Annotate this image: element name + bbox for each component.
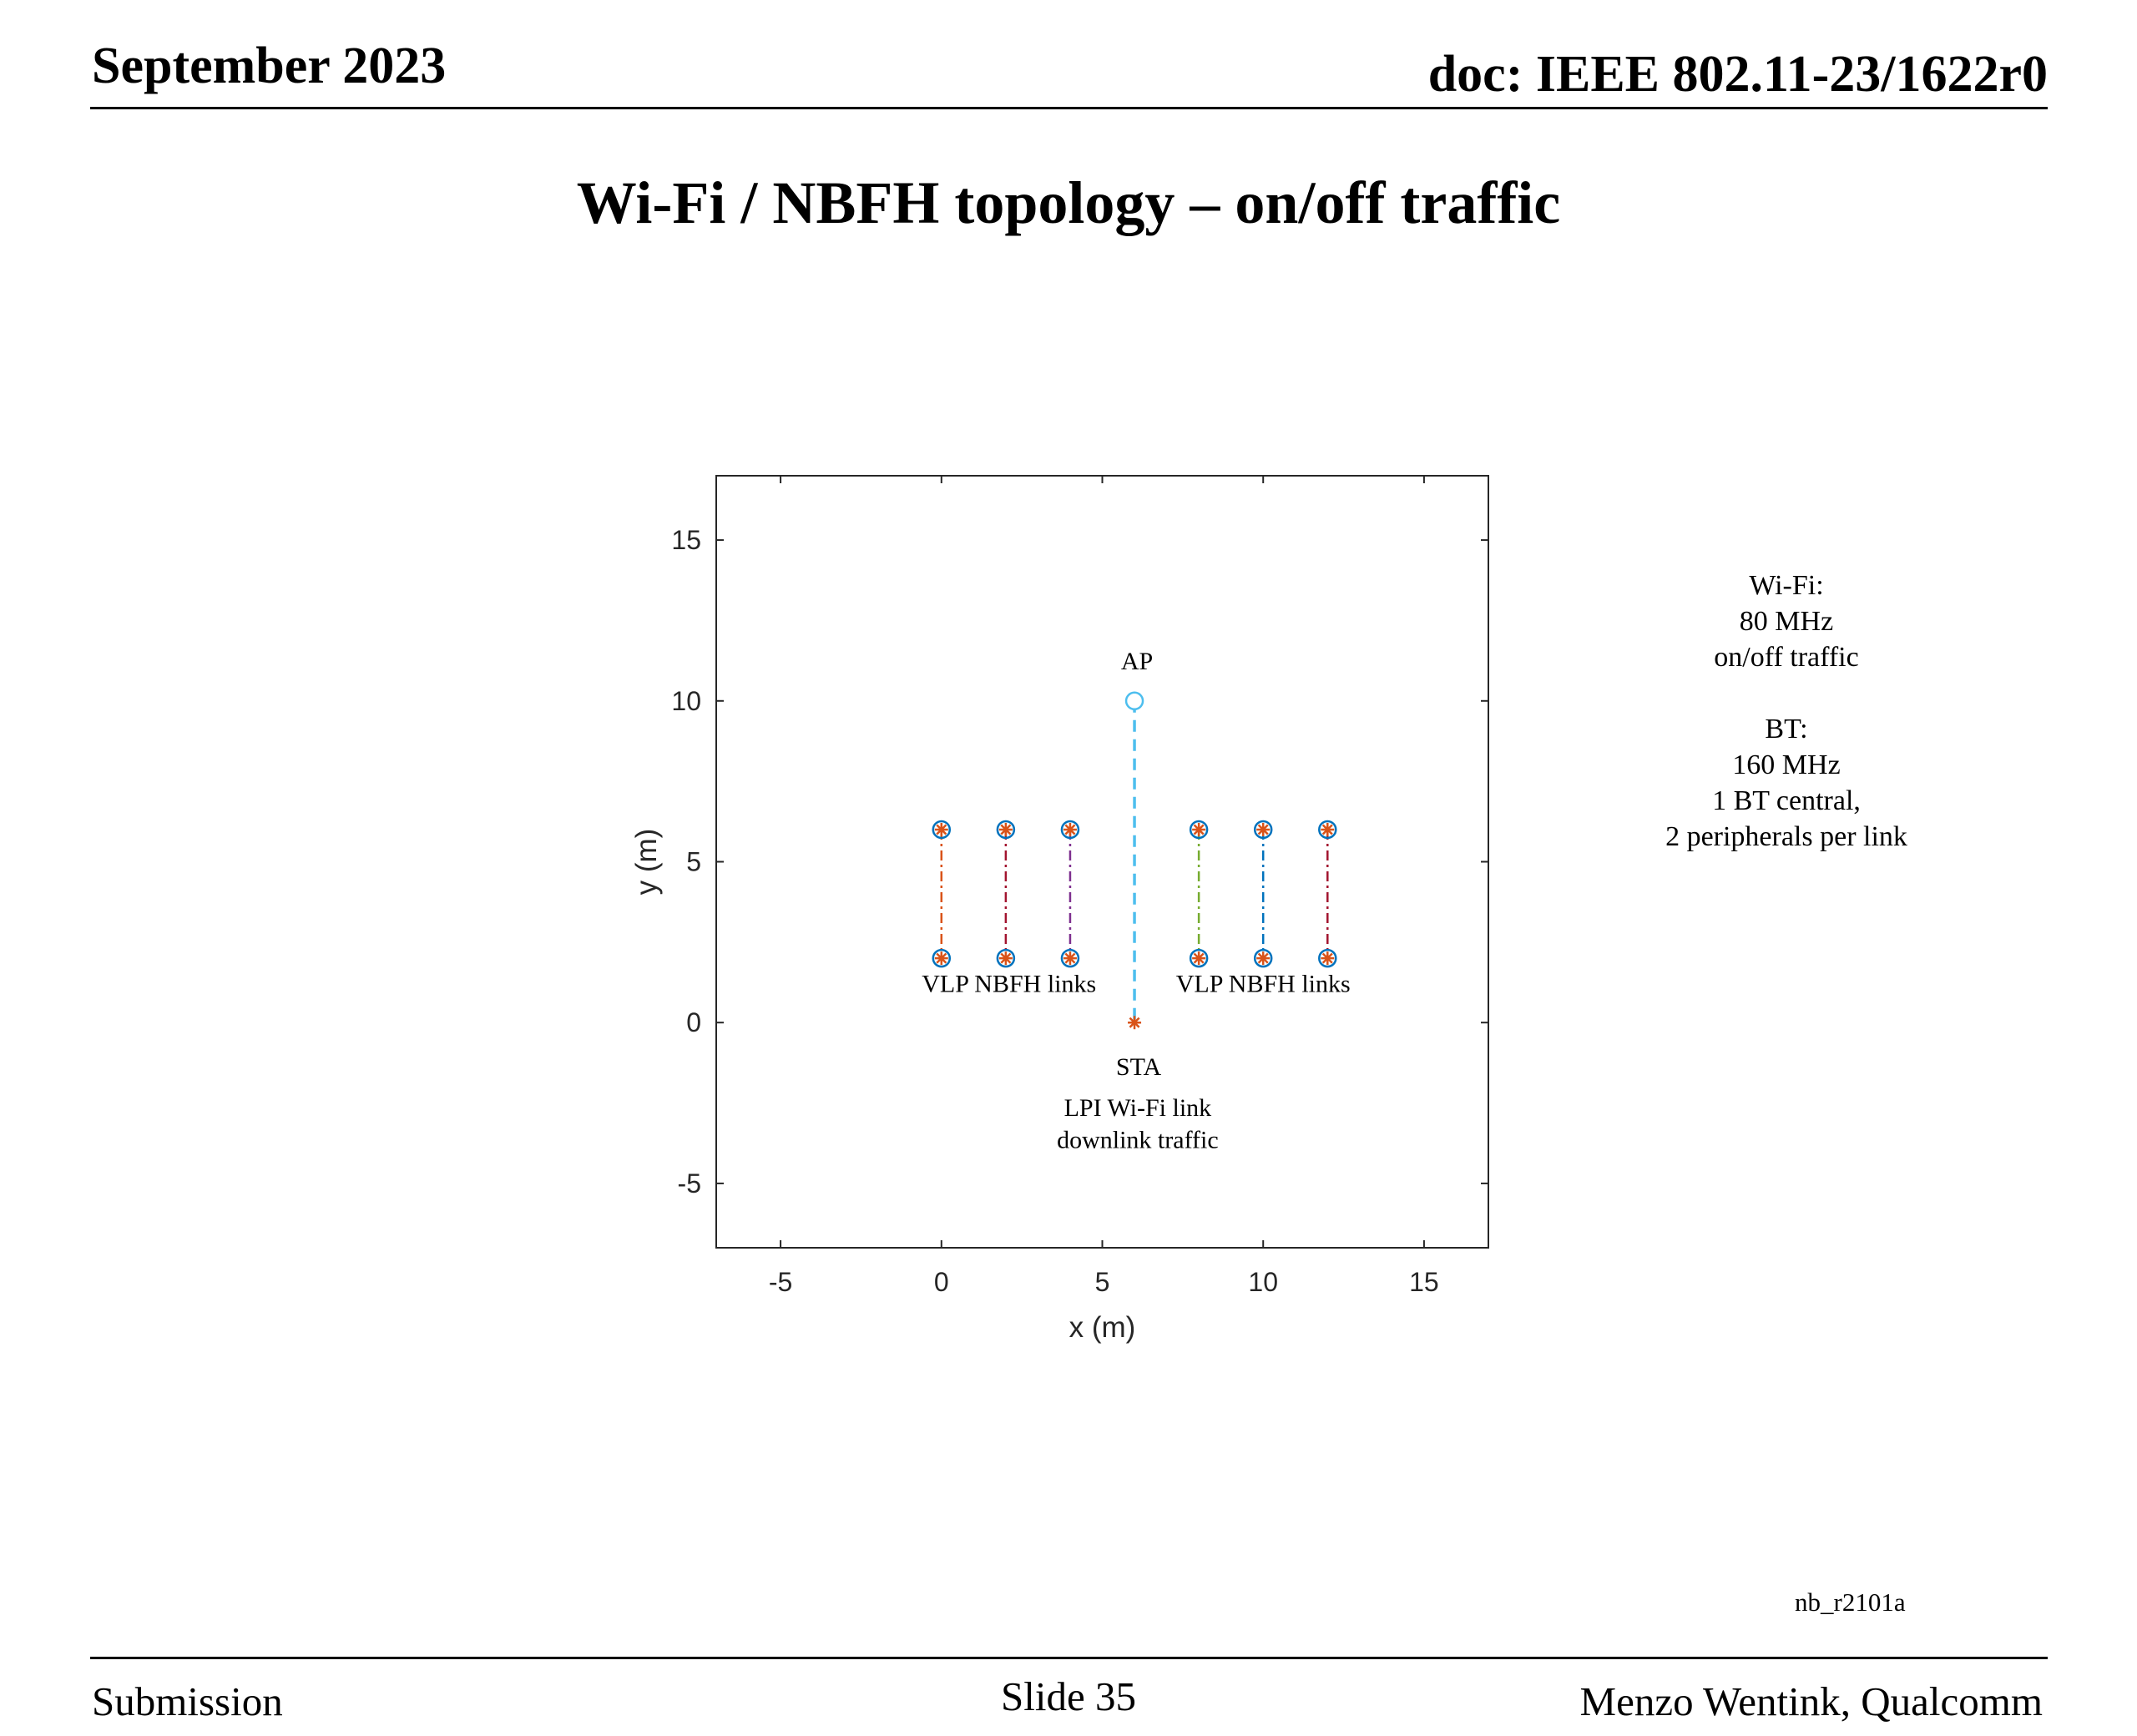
nbfh-node-top-circle-6 — [1318, 820, 1337, 840]
bt-heading: BT: — [1765, 714, 1808, 744]
ap-marker — [1124, 691, 1144, 711]
nbfh-node-bottom-circle-2 — [996, 948, 1016, 968]
bt-peripherals: 2 peripherals per link — [1665, 821, 1907, 852]
ap-label: AP — [1121, 648, 1153, 675]
y-tick-label: 5 — [686, 847, 701, 877]
annotation-2: VLP NBFH links — [1176, 971, 1351, 998]
x-tick-label: -5 — [769, 1267, 792, 1297]
nbfh-node-top-circle-1 — [932, 820, 952, 840]
nbfh-node-top-star-2 — [998, 822, 1013, 836]
x-tick-label: 15 — [1409, 1267, 1439, 1297]
header-doc-id: doc: IEEE 802.11-23/1622r0 — [1427, 46, 2048, 103]
slide-title: Wi-Fi / NBFH topology – on/off traffic — [576, 169, 1561, 236]
nbfh-node-top-star-3 — [1063, 822, 1077, 836]
nbfh-node-bottom-star-6 — [1321, 951, 1335, 966]
footer-slide-number: Slide 35 — [1001, 1673, 1136, 1719]
sta-label: STA — [1116, 1053, 1162, 1081]
wifi-heading: Wi-Fi: — [1749, 570, 1824, 601]
nbfh-node-bottom-star-1 — [934, 951, 948, 966]
x-tick-label: 0 — [934, 1267, 949, 1297]
y-tick-label: -5 — [678, 1168, 701, 1199]
nbfh-node-bottom-star-5 — [1256, 951, 1271, 966]
footer-submission: Submission — [92, 1678, 283, 1724]
x-axis-label: x (m) — [1069, 1311, 1136, 1344]
figure-id: nb_r2101a — [1795, 1587, 1906, 1617]
nbfh-node-top-star-4 — [1192, 822, 1206, 836]
bt-central: 1 BT central, — [1712, 785, 1861, 816]
header-rule — [90, 107, 2048, 109]
sta-marker — [1128, 1016, 1142, 1030]
nbfh-node-bottom-circle-3 — [1060, 948, 1080, 968]
nbfh-node-top-circle-4 — [1189, 820, 1209, 840]
y-tick-label: 15 — [671, 525, 701, 555]
nbfh-node-top-star-6 — [1321, 822, 1335, 836]
x-tick-label: 5 — [1095, 1267, 1110, 1297]
y-axis-label: y (m) — [630, 829, 663, 896]
wifi-traffic: on/off traffic — [1714, 642, 1859, 673]
nbfh-node-top-star-1 — [934, 822, 948, 836]
side-note: Wi-Fi: 80 MHz on/off traffic BT: 160 MHz… — [1569, 568, 2003, 855]
nbfh-node-top-star-5 — [1256, 822, 1271, 836]
bt-bandwidth: 160 MHz — [1732, 749, 1841, 780]
topology-chart: -5 0 5 10 15 -5 0 5 10 15 x (m) y (m) AP STA VLP NBFH … — [601, 451, 1536, 1352]
annotation-4: downlink traffic — [1057, 1127, 1219, 1154]
annotation-3: LPI Wi-Fi link — [1064, 1094, 1212, 1122]
nbfh-node-bottom-star-4 — [1192, 951, 1206, 966]
y-tick-label: 0 — [686, 1007, 701, 1037]
y-tick-label: 10 — [671, 686, 701, 716]
nbfh-node-bottom-star-2 — [998, 951, 1013, 966]
nbfh-node-top-circle-5 — [1253, 820, 1273, 840]
nbfh-node-bottom-circle-5 — [1253, 948, 1273, 968]
nbfh-node-top-circle-3 — [1060, 820, 1080, 840]
x-tick-label: 10 — [1248, 1267, 1278, 1297]
nbfh-node-bottom-circle-1 — [932, 948, 952, 968]
nbfh-node-bottom-circle-4 — [1189, 948, 1209, 968]
wifi-bandwidth: 80 MHz — [1739, 606, 1834, 637]
footer-author: Menzo Wentink, Qualcomm — [1579, 1678, 2043, 1724]
nbfh-node-bottom-star-3 — [1063, 951, 1077, 966]
header-date: September 2023 — [92, 38, 447, 94]
nbfh-node-top-circle-2 — [996, 820, 1016, 840]
topology-chart-svg: -5 0 5 10 15 -5 0 5 10 15 x (m) y (m) AP STA VLP NBFH … — [630, 475, 1489, 1344]
plot-area — [715, 475, 1489, 1249]
footer-rule — [90, 1657, 2048, 1659]
nbfh-node-bottom-circle-6 — [1318, 948, 1337, 968]
annotation-1: VLP NBFH links — [922, 971, 1096, 998]
